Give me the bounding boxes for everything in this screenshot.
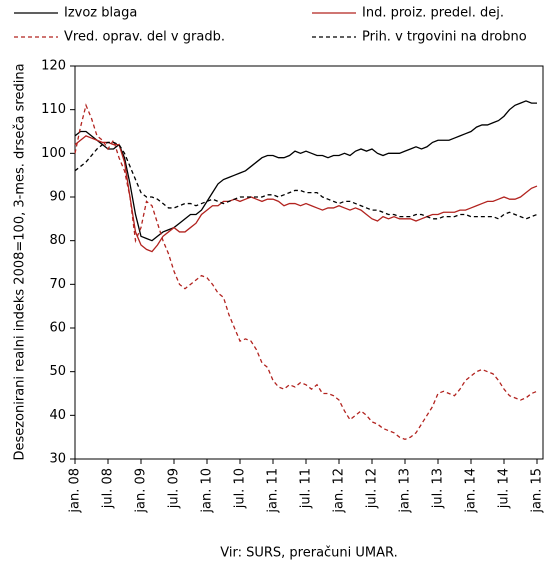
x-tick-label: jul. 13 [431, 468, 446, 509]
y-tick-label: 100 [41, 146, 66, 161]
x-tick-label: jul. 11 [299, 468, 314, 509]
x-tick-label: jan. 14 [464, 468, 479, 514]
source-note: Vir: SURS, preračuni UMAR. [220, 546, 397, 561]
y-tick-label: 40 [49, 408, 66, 423]
legend-label: Izvoz blaga [64, 6, 137, 21]
y-axis-label: Desezonirani realni indeks 2008=100, 3-m… [13, 63, 28, 460]
series-line [74, 135, 538, 253]
x-tick-label: jan. 13 [398, 468, 413, 514]
y-tick-label: 50 [49, 364, 66, 379]
y-tick-label: 70 [49, 277, 66, 292]
x-tick-label: jan. 08 [68, 468, 83, 514]
plot-frame [74, 65, 544, 460]
x-tick-label: jul. 08 [101, 468, 116, 509]
legend-label: Prih. v trgovini na drobno [362, 30, 527, 45]
series-line [74, 100, 537, 242]
x-tick-label: jan. 15 [530, 468, 545, 514]
y-tick-label: 80 [49, 233, 66, 248]
series-line [74, 141, 538, 220]
y-tick-label: 90 [49, 190, 66, 205]
x-tick-label: jan. 09 [134, 468, 149, 514]
legend-label: Vred. oprav. del v gradb. [64, 30, 225, 45]
x-tick-label: jul. 14 [497, 468, 512, 509]
x-tick-label: jan. 10 [200, 468, 215, 514]
legend-label: Ind. proiz. predel. dej. [362, 6, 504, 21]
y-tick-label: 60 [49, 321, 66, 336]
x-tick-label: jul. 09 [167, 468, 182, 509]
x-tick-label: jul. 12 [365, 468, 380, 509]
y-tick-label: 110 [41, 102, 66, 117]
x-tick-label: jan. 12 [332, 468, 347, 514]
x-tick-label: jan. 11 [266, 468, 281, 514]
series-line [74, 103, 538, 441]
y-tick-label: 120 [41, 59, 66, 74]
x-tick-label: jul. 10 [233, 468, 248, 509]
y-tick-label: 30 [49, 452, 66, 467]
